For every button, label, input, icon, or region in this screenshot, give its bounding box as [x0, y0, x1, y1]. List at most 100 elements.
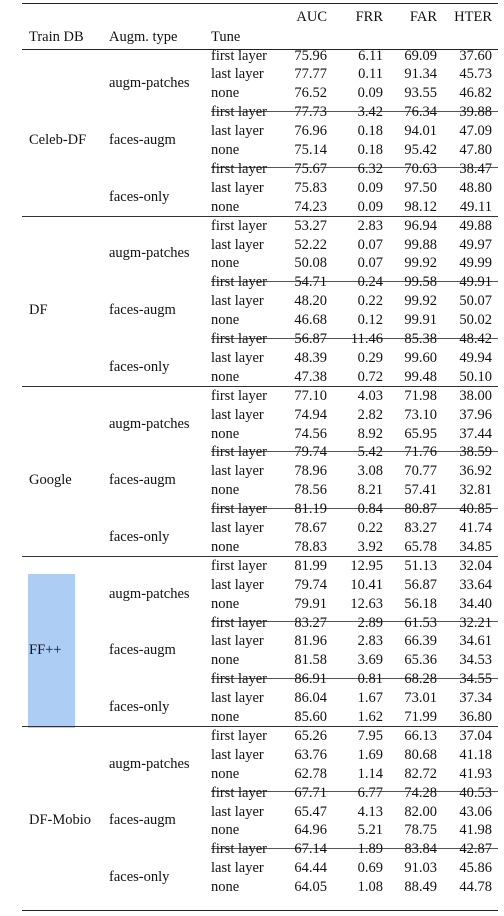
far-cell: 80.68 [404, 746, 437, 763]
frr-cell: 0.09 [357, 179, 383, 196]
frr-cell: 10.41 [350, 576, 383, 593]
augm-type-label: faces-only [109, 188, 170, 205]
far-cell: 73.10 [404, 406, 437, 423]
tune-cell: last layer [211, 690, 264, 707]
frr-cell: 1.67 [357, 690, 383, 707]
auc-cell: 65.47 [294, 803, 327, 820]
auc-cell: 75.83 [294, 179, 327, 196]
far-cell: 71.98 [404, 387, 437, 404]
far-cell: 70.77 [404, 463, 437, 480]
augm-type-label: faces-only [109, 699, 170, 716]
frr-cell: 0.12 [357, 312, 383, 329]
far-cell: 85.38 [404, 331, 437, 347]
far-cell: 99.92 [404, 293, 437, 310]
auc-cell: 67.14 [294, 841, 327, 858]
auc-cell: 67.71 [294, 784, 327, 801]
far-cell: 98.12 [404, 198, 437, 215]
far-cell: 73.01 [404, 690, 437, 707]
subgroup-separator [211, 847, 498, 849]
far-cell: 70.63 [404, 160, 437, 177]
frr-cell: 1.89 [357, 841, 383, 858]
auc-cell: 81.99 [294, 557, 327, 574]
table-bottom-rule [22, 910, 498, 912]
auc-cell: 81.19 [294, 501, 327, 518]
subgroup-separator [211, 337, 498, 339]
tune-cell: none [211, 255, 240, 272]
far-cell: 76.34 [404, 104, 437, 121]
frr-cell: 2.83 [357, 217, 383, 234]
hter-cell: 49.94 [459, 349, 492, 366]
frr-cell: 2.82 [357, 406, 383, 423]
hter-cell: 36.80 [459, 709, 492, 725]
hter-cell: 43.06 [459, 803, 492, 820]
far-cell: 66.39 [404, 633, 437, 650]
hter-cell: 49.88 [459, 217, 492, 234]
tune-cell: first layer [211, 274, 267, 291]
auc-cell: 62.78 [294, 765, 327, 782]
auc-cell: 86.04 [294, 690, 327, 707]
tune-cell: first layer [211, 160, 267, 177]
tune-cell: none [211, 425, 240, 442]
tune-cell: none [211, 368, 240, 385]
augm-type-label: faces-only [109, 528, 170, 545]
train-db-label: DF [29, 302, 48, 319]
frr-cell: 3.92 [357, 538, 383, 555]
auc-cell: 78.83 [294, 538, 327, 555]
tune-cell: none [211, 482, 240, 499]
tune-cell: last layer [211, 633, 264, 650]
auc-cell: 64.05 [294, 879, 327, 896]
frr-cell: 1.62 [357, 709, 383, 725]
far-cell: 71.76 [404, 444, 437, 461]
auc-cell: 75.67 [294, 160, 327, 177]
far-cell: 82.00 [404, 803, 437, 820]
header-augm-type: Augm. type [109, 29, 178, 45]
tune-cell: last layer [211, 293, 264, 310]
far-cell: 80.87 [404, 501, 437, 518]
tune-cell: last layer [211, 746, 264, 763]
frr-cell: 2.83 [357, 633, 383, 650]
frr-cell: 12.95 [350, 557, 383, 574]
train-db-label: Google [29, 472, 72, 489]
far-cell: 99.60 [404, 349, 437, 366]
augm-type-label: augm-patches [109, 585, 190, 602]
tune-cell: last layer [211, 179, 264, 196]
frr-cell: 0.22 [357, 520, 383, 536]
hter-cell: 49.91 [459, 274, 492, 291]
subgroup-separator [211, 677, 498, 679]
tune-cell: none [211, 595, 240, 612]
hter-cell: 37.60 [459, 47, 492, 64]
tune-cell: none [211, 85, 240, 102]
auc-cell: 86.91 [294, 671, 327, 688]
augm-type-label: faces-augm [109, 642, 176, 659]
hter-cell: 41.93 [459, 765, 492, 782]
hter-cell: 41.74 [459, 520, 492, 536]
train-db-label: Celeb-DF [29, 132, 87, 149]
header-frr: FRR [355, 9, 383, 25]
far-cell: 65.78 [404, 538, 437, 555]
frr-cell: 5.42 [357, 444, 383, 461]
hter-cell: 34.61 [459, 633, 492, 650]
auc-cell: 81.58 [294, 652, 327, 669]
augm-type-label: faces-only [109, 358, 170, 375]
tune-cell: last layer [211, 123, 264, 140]
hter-cell: 32.21 [459, 614, 492, 631]
auc-cell: 78.67 [294, 520, 327, 536]
augm-type-label: augm-patches [109, 75, 190, 92]
hter-cell: 48.42 [459, 331, 492, 347]
far-cell: 65.36 [404, 652, 437, 669]
frr-cell: 0.69 [357, 860, 383, 877]
frr-cell: 3.08 [357, 463, 383, 480]
subgroup-separator [211, 507, 498, 509]
header-far: FAR [409, 9, 437, 25]
frr-cell: 6.32 [357, 160, 383, 177]
tune-cell: first layer [211, 671, 267, 688]
far-cell: 57.41 [404, 482, 437, 499]
far-cell: 56.18 [404, 595, 437, 612]
tune-cell: last layer [211, 66, 264, 83]
augm-type-label: augm-patches [109, 755, 190, 772]
frr-cell: 1.69 [357, 746, 383, 763]
hter-cell: 46.82 [459, 85, 492, 102]
hter-cell: 50.02 [459, 312, 492, 329]
augm-type-label: augm-patches [109, 245, 190, 262]
header-auc: AUC [296, 9, 327, 25]
